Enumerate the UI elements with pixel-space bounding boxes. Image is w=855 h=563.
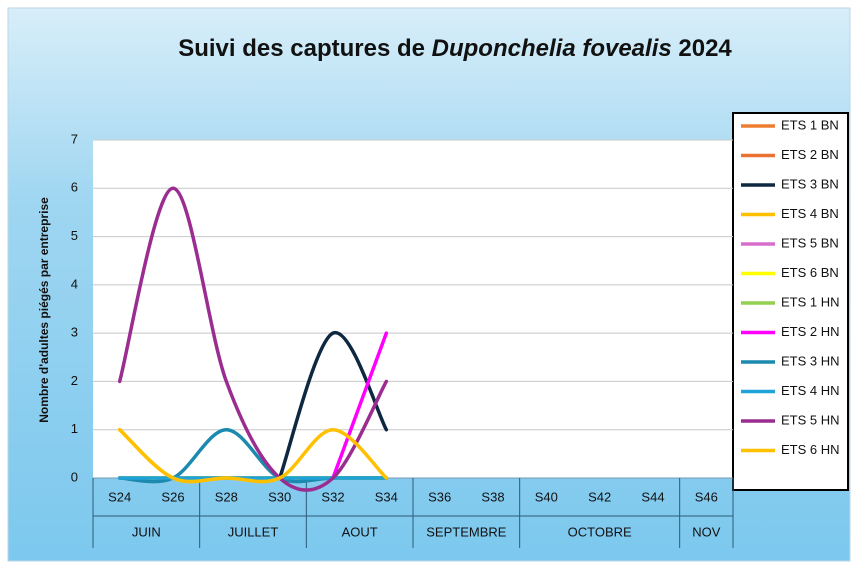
y-tick-label: 2 <box>71 373 78 388</box>
x-tick-label: S24 <box>108 489 131 504</box>
x-tick-label: S46 <box>695 489 718 504</box>
y-tick-label: 0 <box>71 469 78 484</box>
legend-label: ETS 5 HN <box>781 412 840 427</box>
series-line <box>331 331 389 480</box>
legend-label: ETS 2 BN <box>781 147 839 162</box>
x-tick-label: S32 <box>321 489 344 504</box>
x-tick-label: S44 <box>641 489 664 504</box>
title-part: Duponchelia fovealis <box>432 35 672 62</box>
x-tick-label: S42 <box>588 489 611 504</box>
series-line <box>117 427 389 484</box>
legend-label: ETS 1 BN <box>781 117 839 132</box>
legend-label: ETS 1 HN <box>781 294 840 309</box>
x-tick-label: S28 <box>215 489 238 504</box>
legend-label: ETS 4 HN <box>781 383 840 398</box>
y-tick-label: 3 <box>71 325 78 340</box>
x-tick-label: S38 <box>481 489 504 504</box>
chart-title: Suivi des captures de Duponchelia foveal… <box>178 35 732 62</box>
x-tick-label: S40 <box>535 489 558 504</box>
y-tick-label: 6 <box>71 180 78 195</box>
x-tick-label: S26 <box>161 489 184 504</box>
y-axis-title: Nombre d'adultes piégés par entreprise <box>37 197 51 423</box>
series-line <box>117 186 389 492</box>
group-label: JUILLET <box>228 524 279 539</box>
group-label: AOUT <box>342 524 378 539</box>
y-tick-label: 4 <box>71 276 78 291</box>
legend-label: ETS 5 BN <box>781 235 839 250</box>
legend-label: ETS 3 HN <box>781 353 840 368</box>
legend-label: ETS 6 BN <box>781 265 839 280</box>
y-tick-label: 7 <box>71 131 78 146</box>
group-label: OCTOBRE <box>568 524 632 539</box>
group-label: NOV <box>692 524 721 539</box>
y-tick-label: 1 <box>71 421 78 436</box>
legend-label: ETS 6 HN <box>781 442 840 457</box>
x-tick-label: S30 <box>268 489 291 504</box>
x-tick-label: S34 <box>375 489 398 504</box>
legend-label: ETS 4 BN <box>781 206 839 221</box>
group-label: SEPTEMBRE <box>426 524 507 539</box>
legend-label: ETS 2 HN <box>781 324 840 339</box>
series-line <box>277 331 389 480</box>
group-label: JUIN <box>132 524 161 539</box>
plot-area <box>93 140 733 478</box>
x-tick-label: S36 <box>428 489 451 504</box>
legend-label: ETS 3 BN <box>781 176 839 191</box>
title-part: Suivi des captures de <box>178 35 425 62</box>
title-part: 2024 <box>678 35 732 62</box>
y-tick-label: 5 <box>71 228 78 243</box>
